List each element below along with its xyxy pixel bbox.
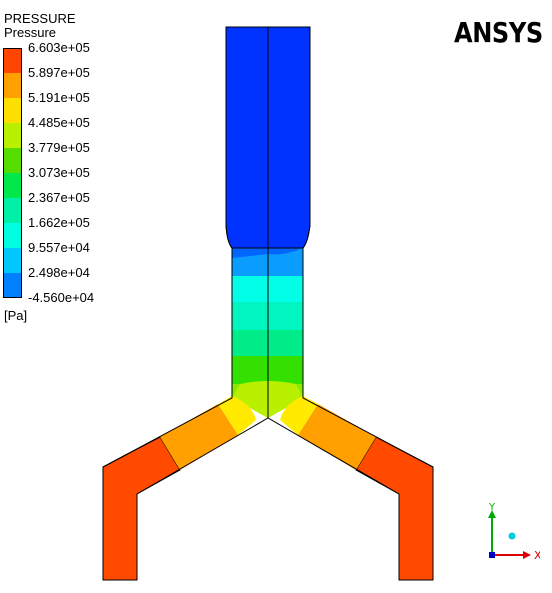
legend-level-label: 5.191e+05 bbox=[28, 90, 90, 105]
triad-x-label: X bbox=[534, 549, 540, 562]
legend-level-label: 1.662e+05 bbox=[28, 215, 90, 230]
left-branch-outlet bbox=[102, 436, 181, 581]
legend-swatch bbox=[3, 273, 22, 298]
legend-swatch bbox=[3, 48, 22, 74]
legend-level-label: 2.367e+05 bbox=[28, 190, 90, 205]
legend-level-label: 9.557e+04 bbox=[28, 240, 90, 255]
triad-origin bbox=[489, 552, 495, 558]
triad-x-arrow bbox=[523, 551, 531, 559]
legend-swatch bbox=[3, 148, 22, 174]
left-branch-yellow bbox=[218, 396, 256, 435]
legend-level-label: 6.603e+05 bbox=[28, 40, 90, 55]
triad-z-dot bbox=[508, 532, 516, 540]
legend-swatch bbox=[3, 73, 22, 99]
right-branch-yellow bbox=[280, 396, 318, 435]
right-branch-outlet bbox=[355, 436, 434, 581]
legend-level-label: 4.485e+05 bbox=[28, 115, 90, 130]
ansys-logo: ANSYS bbox=[454, 16, 543, 49]
left-branch-mid bbox=[160, 404, 238, 470]
legend-unit: [Pa] bbox=[4, 308, 28, 323]
triad-y-label: Y bbox=[488, 502, 496, 513]
legend-swatch bbox=[3, 98, 22, 124]
legend-variable: Pressure bbox=[4, 25, 57, 40]
pipe-outline bbox=[102, 26, 434, 581]
axis-triad: Y X bbox=[488, 502, 540, 562]
triad-y-arrow bbox=[488, 510, 496, 518]
legend-level-label: 5.897e+05 bbox=[28, 65, 90, 80]
legend-swatch bbox=[3, 173, 22, 199]
right-branch-mid bbox=[298, 404, 376, 470]
legend-swatch bbox=[3, 123, 22, 149]
legend-swatch bbox=[3, 198, 22, 224]
legend-level-label: 2.498e+04 bbox=[28, 265, 90, 280]
legend-color-bar bbox=[3, 48, 22, 298]
legend-title: PRESSURE bbox=[4, 11, 76, 26]
legend-swatch bbox=[3, 248, 22, 274]
legend-level-label: 3.073e+05 bbox=[28, 165, 90, 180]
legend-swatch bbox=[3, 223, 22, 249]
legend-level-label: 3.779e+05 bbox=[28, 140, 90, 155]
legend-level-label: -4.560e+04 bbox=[28, 290, 95, 305]
